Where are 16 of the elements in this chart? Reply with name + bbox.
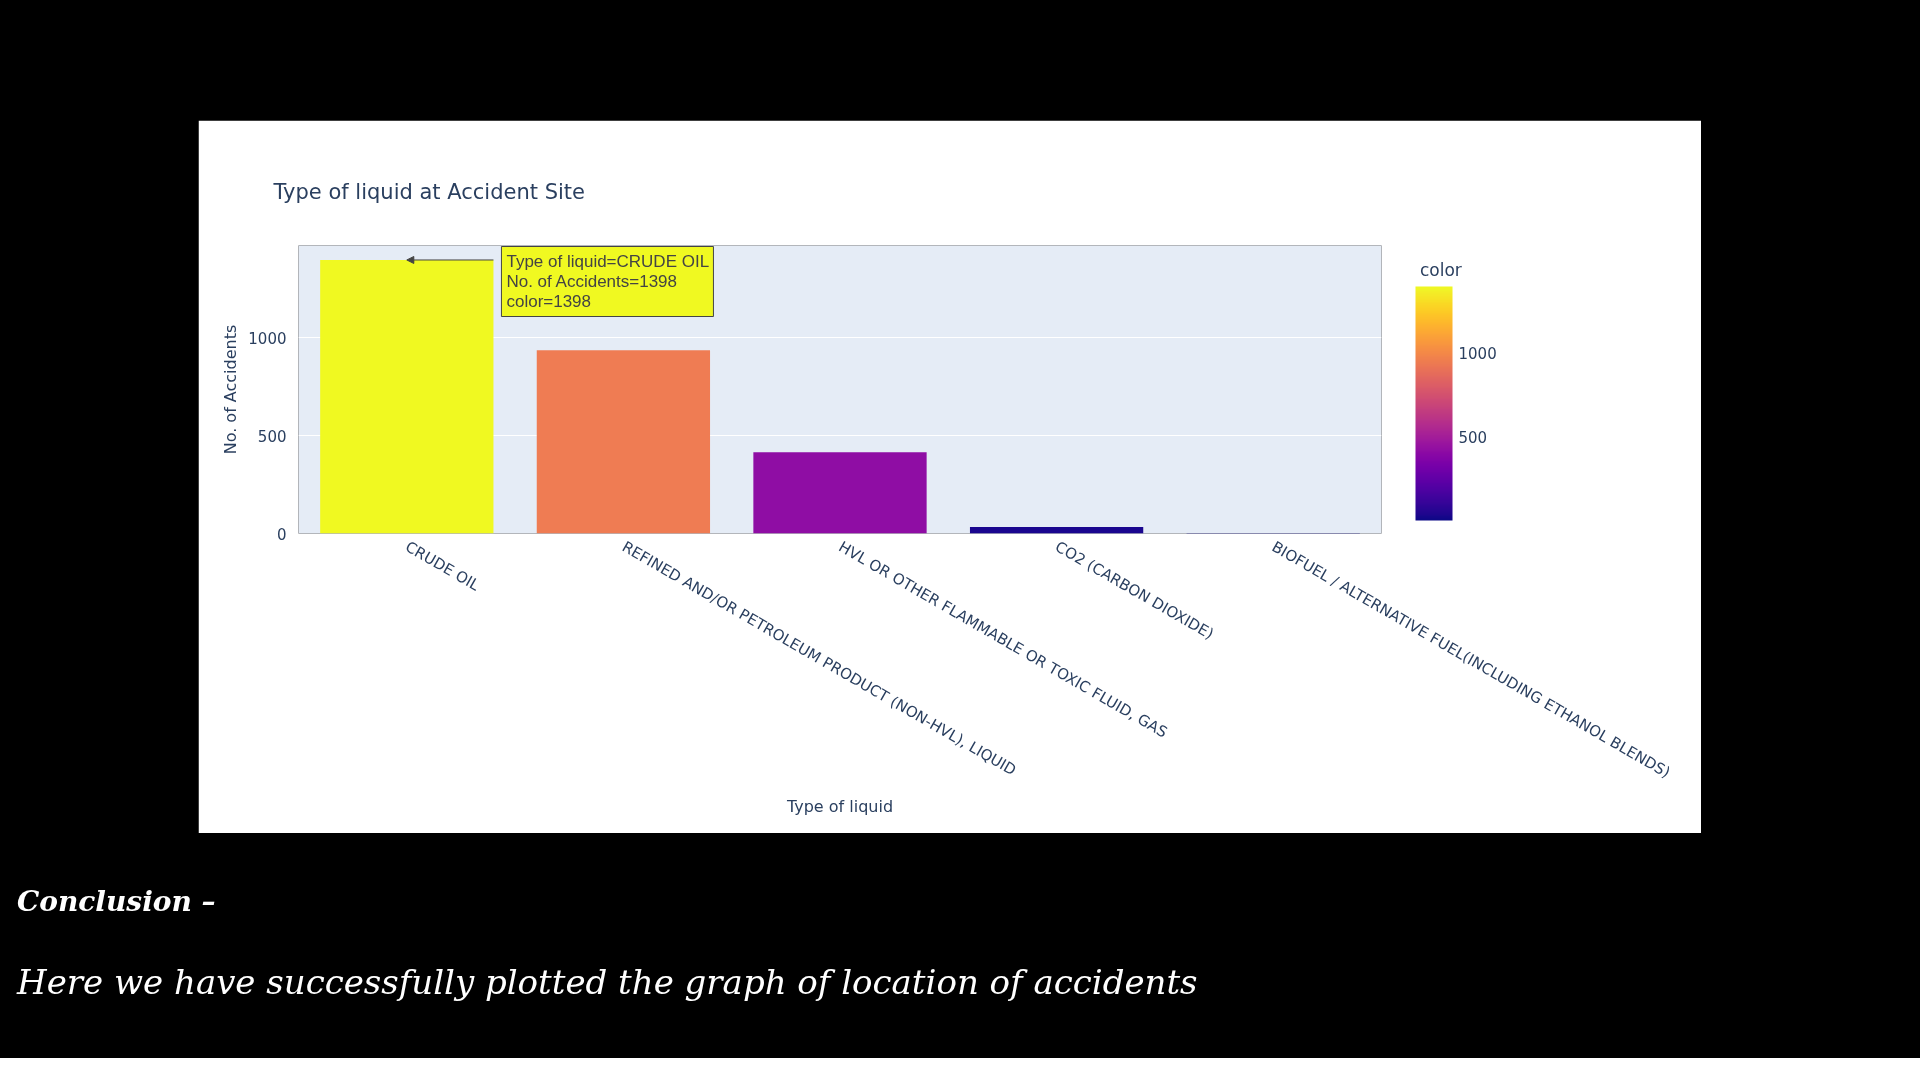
- text: Here we have successfully plotted the graph of location of accidents: [17, 961, 1198, 1004]
- text: Conclusion –: [17, 884, 217, 920]
- y-axis-title: No. of Accidents: [221, 324, 241, 455]
- y-tick-label: 0: [276, 525, 287, 544]
- color-bar-label: 500: [1458, 429, 1488, 448]
- bar: [753, 452, 927, 534]
- bar: [969, 527, 1144, 534]
- x-axis-title: Type of liquid: [785, 797, 894, 817]
- chart-title: Type of liquid at Accident Site: [272, 179, 585, 204]
- bar: [536, 350, 711, 534]
- y-tick-label: 1000: [248, 329, 287, 348]
- y-tick-label: 500: [257, 427, 287, 446]
- bar: [320, 259, 494, 534]
- color-bar-title: color: [1420, 259, 1462, 282]
- annotation: Type of liquid=CRUDE OIL No. of Accidents=1398 color=1398: [506, 251, 710, 311]
- color-bar-label: 1000: [1458, 345, 1497, 364]
